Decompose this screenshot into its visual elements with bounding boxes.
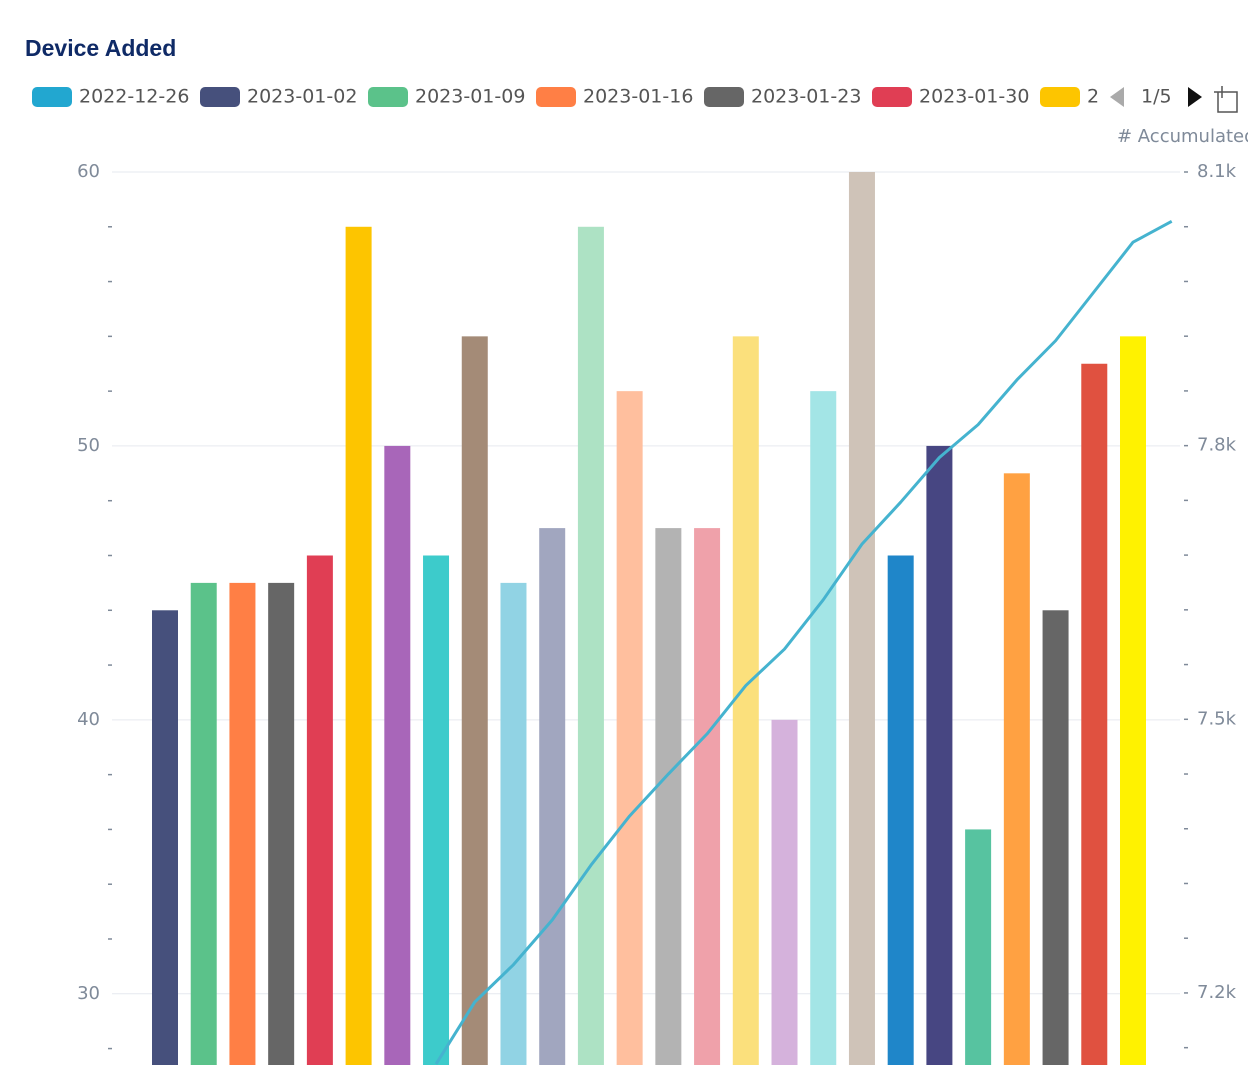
- bar: [384, 445, 411, 1065]
- legend-label: 2023-01-16: [583, 86, 693, 108]
- y2-tick-label: 7.8k: [1197, 435, 1237, 456]
- bar: [345, 226, 372, 1065]
- bar: [229, 582, 256, 1065]
- y2-tick-label: 8.1k: [1197, 161, 1237, 182]
- legend-swatch: [872, 87, 912, 107]
- legend-label: 2023-01-09: [415, 86, 525, 108]
- bar: [268, 582, 295, 1065]
- bar: [190, 582, 217, 1065]
- y-tick-label: 60: [77, 161, 100, 182]
- toolbox-icon[interactable]: [1214, 86, 1238, 113]
- bar: [577, 226, 604, 1065]
- legend-swatch: [536, 87, 576, 107]
- bar: [423, 555, 450, 1065]
- y2-tick-label: 7.2k: [1197, 982, 1237, 1003]
- legend-swatch: [200, 87, 240, 107]
- legend-page: 1/5: [1141, 86, 1172, 108]
- legend-swatch: [1040, 87, 1080, 107]
- accumulated-line: [434, 219, 1173, 1065]
- legend-label: 2: [1087, 86, 1099, 108]
- bar: [848, 172, 875, 1065]
- bar: [732, 336, 759, 1065]
- y2-axis-title: # Accumulated: [1117, 126, 1248, 147]
- legend-label: 2023-01-30: [919, 86, 1029, 108]
- bar: [1081, 363, 1108, 1065]
- bar: [965, 829, 992, 1065]
- bar: [1003, 473, 1030, 1065]
- bar: [152, 610, 178, 1065]
- y-tick-label: 50: [77, 435, 100, 456]
- bar: [655, 528, 682, 1065]
- legend-swatch: [368, 87, 408, 107]
- y2-tick-label: 7.5k: [1197, 708, 1237, 729]
- bar: [461, 336, 488, 1065]
- bar: [1042, 610, 1069, 1065]
- bar: [616, 391, 643, 1065]
- bar: [810, 391, 837, 1065]
- bar: [771, 719, 798, 1065]
- legend-swatch: [704, 87, 744, 107]
- legend-swatch: [32, 87, 72, 107]
- bar: [539, 528, 566, 1065]
- legend-label: 2023-01-02: [247, 86, 357, 108]
- y-tick-label: 40: [77, 709, 100, 730]
- legend-next[interactable]: [1188, 87, 1202, 107]
- legend-label: 2022-12-26: [79, 86, 189, 108]
- y-tick-label: 30: [77, 983, 100, 1004]
- legend-prev[interactable]: [1110, 87, 1124, 107]
- bar: [694, 528, 721, 1065]
- legend-label: 2023-01-23: [751, 86, 861, 108]
- bar: [926, 445, 953, 1065]
- bar: [500, 582, 527, 1065]
- chart-title: Device Added: [25, 35, 176, 61]
- bar: [1120, 336, 1146, 1065]
- bar: [306, 555, 333, 1065]
- bar: [887, 555, 914, 1065]
